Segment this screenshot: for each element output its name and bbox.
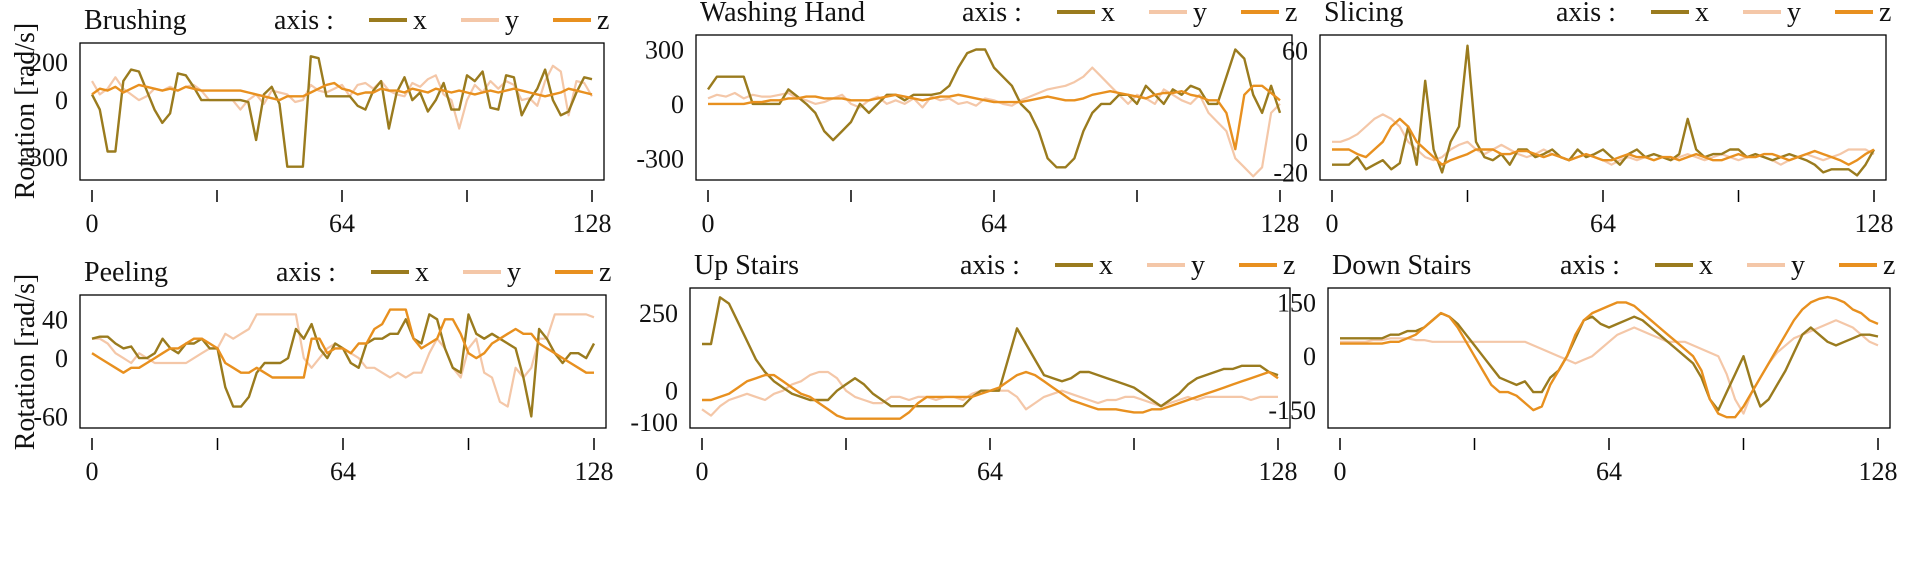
series-line-y <box>701 370 1278 417</box>
chart-title: Peeling <box>84 257 168 288</box>
x-tick-label: 0 <box>1326 209 1339 238</box>
series-line-z <box>91 308 594 379</box>
legend-label-z: z <box>1879 0 1891 28</box>
y-tick-label: -150 <box>1268 396 1316 425</box>
legend-label-x: x <box>1099 250 1113 281</box>
x-tick-label: 128 <box>1855 209 1894 238</box>
x-tick-label: 0 <box>86 209 99 238</box>
y-tick-label: -100 <box>630 408 678 437</box>
series-line-y <box>1340 319 1879 415</box>
plot-frame <box>695 34 1293 181</box>
y-tick-label: 0 <box>1303 342 1316 371</box>
chart-title: Washing Hand <box>700 0 865 28</box>
x-tick-label: 128 <box>1259 457 1298 486</box>
panel-washing-hand: Washing Hand axis : x y z 300 0 -300 0 64 128 <box>636 0 1299 238</box>
panel-down-stairs: Down Stairs axis : x y z 150 0 -150 0 64 128 <box>1268 250 1897 486</box>
y-tick-label: 250 <box>639 299 678 328</box>
series-line-z <box>91 81 593 102</box>
panel-brushing: Brushing axis : x y z 200 0 -300 0 64 128 <box>20 5 611 238</box>
legend-label-z: z <box>1283 250 1295 281</box>
y-tick-label: 200 <box>29 48 68 77</box>
x-tick-label: 0 <box>86 457 99 486</box>
legend-prefix: axis : <box>276 257 336 288</box>
y-tick-label: 0 <box>665 377 678 406</box>
y-tick-label: 40 <box>42 305 68 334</box>
series-line-x <box>90 55 593 168</box>
y-tick-label: -300 <box>636 144 684 173</box>
y-tick-label: 300 <box>645 36 684 65</box>
y-tick-label: -60 <box>33 402 68 431</box>
legend-label-x: x <box>1101 0 1115 28</box>
legend-prefix: axis : <box>274 5 334 36</box>
series-line-z <box>702 370 1279 420</box>
x-tick-label: 0 <box>1334 457 1347 486</box>
chart-title: Brushing <box>84 5 187 36</box>
legend-prefix: axis : <box>1560 250 1620 281</box>
x-tick-label: 64 <box>1596 457 1622 486</box>
x-tick-label: 128 <box>1859 457 1898 486</box>
series-line-z <box>708 84 1281 151</box>
legend-prefix: axis : <box>1556 0 1616 28</box>
x-tick-label: 128 <box>573 209 612 238</box>
legend-label-y: y <box>1193 0 1207 28</box>
y-tick-label: -300 <box>20 143 68 172</box>
legend-label-x: x <box>415 257 429 288</box>
legend-label-y: y <box>1791 250 1805 281</box>
legend-label-x: x <box>1699 250 1713 281</box>
x-tick-label: 0 <box>702 209 715 238</box>
legend-prefix: axis : <box>960 250 1020 281</box>
x-tick-label: 128 <box>575 457 614 486</box>
x-tick-label: 0 <box>696 457 709 486</box>
series-line-z <box>1340 295 1879 419</box>
series-line-x <box>707 48 1282 169</box>
plot-frame <box>1319 34 1887 181</box>
y-axis-label: Rotation [rad/s] <box>10 274 41 451</box>
chart-title: Down Stairs <box>1332 250 1471 281</box>
y-tick-label: 0 <box>671 90 684 119</box>
y-tick-label: 0 <box>55 86 68 115</box>
y-tick-label: 150 <box>1277 288 1316 317</box>
legend-label-y: y <box>1787 0 1801 28</box>
y-axis-label: Rotation [rad/s] <box>10 23 41 200</box>
legend-label-y: y <box>505 5 519 36</box>
x-tick-label: 64 <box>981 209 1007 238</box>
legend-label-z: z <box>597 5 609 36</box>
legend-label-y: y <box>1191 250 1205 281</box>
legend-label-x: x <box>413 5 427 36</box>
series-line-y <box>1332 113 1875 166</box>
legend-label-z: z <box>1883 250 1895 281</box>
legend-label-x: x <box>1695 0 1709 28</box>
chart-title: Up Stairs <box>694 250 799 281</box>
legend-label-z: z <box>599 257 611 288</box>
x-tick-label: 128 <box>1261 209 1300 238</box>
y-tick-label: -20 <box>1273 158 1308 187</box>
series-line-z <box>1332 117 1875 166</box>
y-tick-label: 0 <box>1295 128 1308 157</box>
y-tick-label: 0 <box>55 344 68 373</box>
legend-prefix: axis : <box>962 0 1022 28</box>
y-tick-label: 60 <box>1282 36 1308 65</box>
series-line-y <box>707 66 1281 178</box>
panel-peeling: Peeling axis : x y z 40 0 -60 0 64 128 <box>33 257 613 486</box>
plot-frame <box>79 294 607 429</box>
plot-frame <box>1327 287 1891 429</box>
x-tick-label: 64 <box>329 209 355 238</box>
series-line-x <box>1340 311 1879 412</box>
plot-frame <box>79 42 605 181</box>
x-tick-label: 64 <box>1590 209 1616 238</box>
x-tick-label: 64 <box>977 457 1003 486</box>
chart-title: Slicing <box>1324 0 1403 28</box>
x-tick-label: 64 <box>330 457 356 486</box>
legend-label-z: z <box>1285 0 1297 28</box>
legend-label-y: y <box>507 257 521 288</box>
plot-frame <box>689 287 1291 429</box>
series-line-x <box>1332 44 1876 177</box>
